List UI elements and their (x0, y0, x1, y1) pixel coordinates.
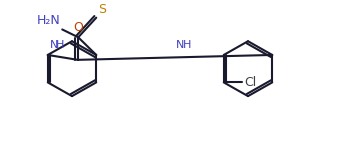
Text: N: N (50, 40, 58, 50)
Text: O: O (73, 21, 83, 34)
Text: H: H (183, 40, 191, 50)
Text: N: N (176, 40, 184, 50)
Text: H: H (56, 40, 64, 50)
Text: H₂N: H₂N (37, 14, 60, 28)
Text: S: S (98, 3, 106, 16)
Text: Cl: Cl (244, 76, 256, 89)
